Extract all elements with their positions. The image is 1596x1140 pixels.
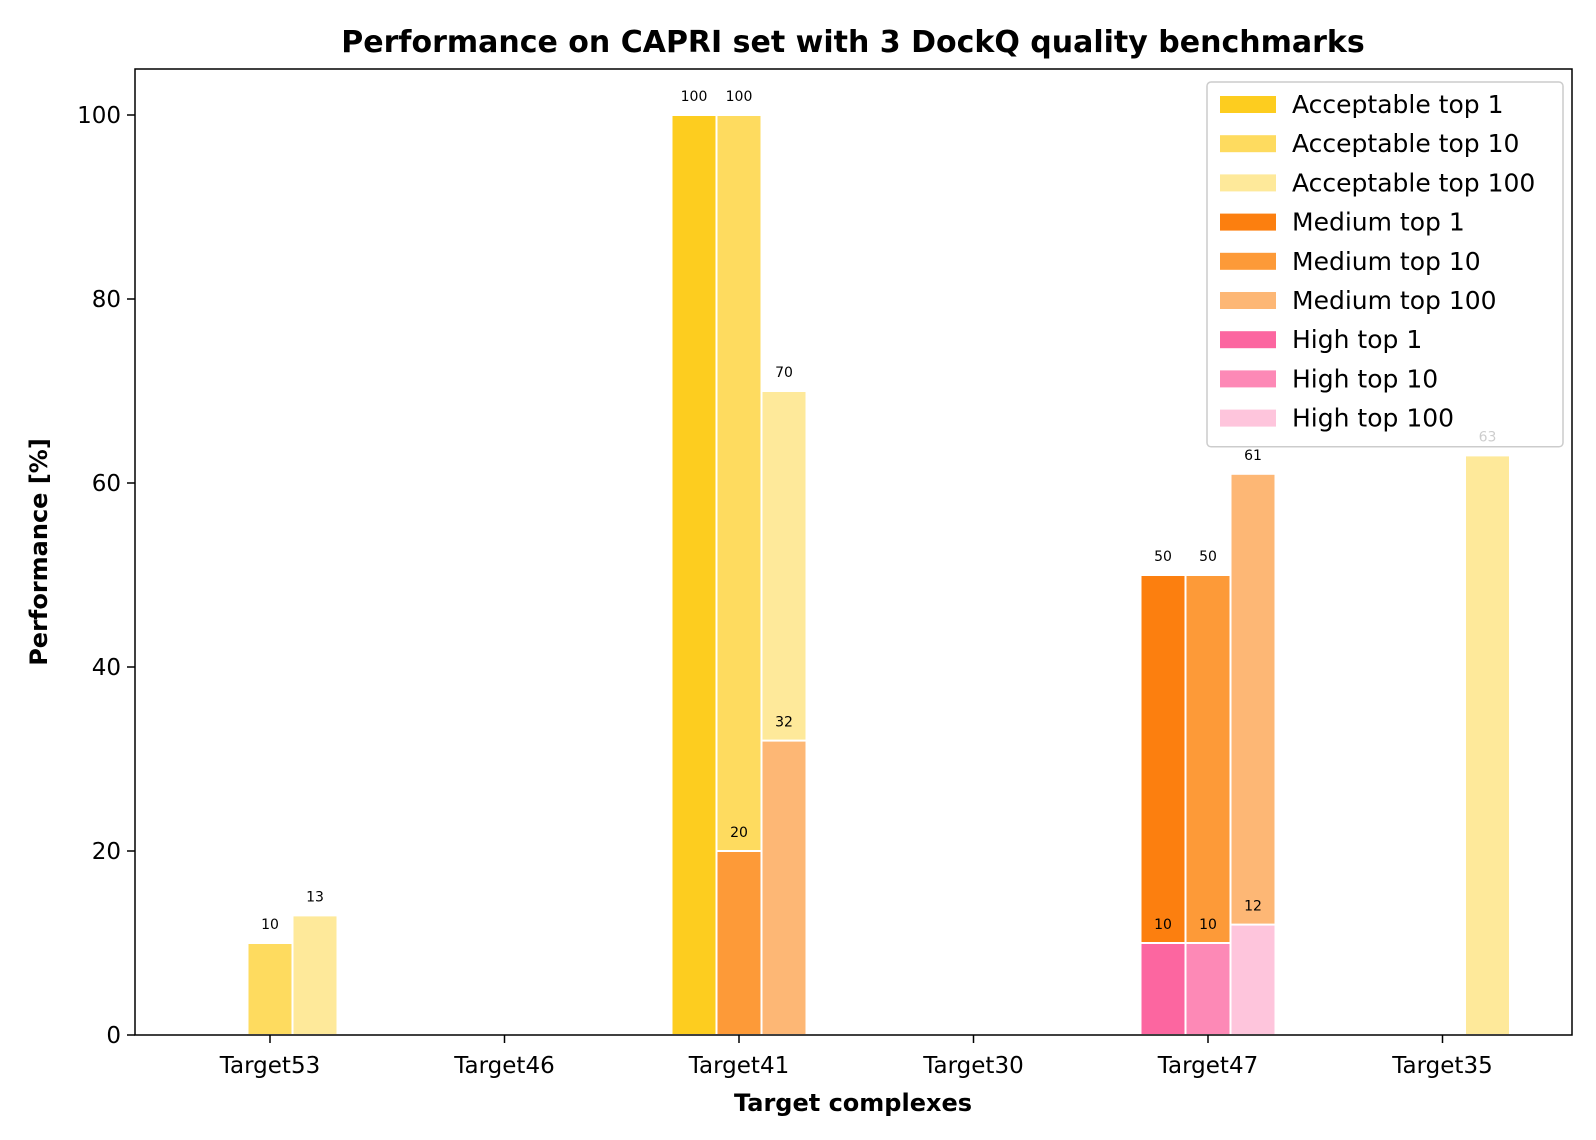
x-tick-label: Target35 [1391, 1053, 1492, 1079]
legend-swatch [1220, 370, 1276, 388]
bars-layer [246, 114, 1511, 1037]
data-label: 10 [1154, 917, 1172, 933]
y-tick-label: 40 [92, 655, 121, 681]
data-label: 70 [775, 365, 793, 381]
x-axis: Target53 Target46 Target41 Target30 Target47… [219, 1035, 1493, 1079]
legend-entry: Medium top 10 [1292, 247, 1481, 276]
y-tick-label: 80 [92, 287, 121, 313]
data-label: 10 [261, 917, 279, 933]
legend-swatch [1220, 292, 1276, 309]
legend-swatch [1220, 135, 1276, 153]
y-axis-label: Performance [%] [25, 438, 53, 666]
data-label: 32 [775, 715, 793, 731]
x-tick-label: Target30 [922, 1053, 1023, 1079]
legend-entry: High top 100 [1292, 404, 1454, 433]
data-label: 50 [1199, 549, 1217, 565]
y-tick-label: 20 [92, 839, 121, 865]
bar-medium-top-100-target41 [760, 739, 808, 1036]
y-tick-label: 60 [92, 471, 121, 497]
legend-entry: High top 1 [1292, 325, 1422, 354]
data-label: 13 [306, 889, 324, 905]
bar-medium-top-10-target41 [715, 850, 763, 1036]
legend-swatch [1220, 174, 1276, 192]
legend-entry: High top 10 [1292, 364, 1438, 393]
legend-frame [1206, 81, 1564, 448]
bar-acceptable-top-100-target35 [1464, 454, 1511, 1036]
x-tick-label: Target47 [1157, 1053, 1258, 1079]
bar-high-top-1-target47 [1139, 942, 1187, 1036]
legend-swatch [1220, 96, 1276, 113]
bar-acceptable-top-100-target53 [291, 914, 339, 1037]
x-axis-label: Target complexes [734, 1089, 972, 1117]
legend-swatch [1220, 331, 1276, 349]
legend-entry: Acceptable top 1 [1292, 90, 1504, 119]
data-label: 61 [1244, 448, 1262, 464]
data-label: 100 [681, 89, 708, 105]
data-label: 50 [1154, 549, 1172, 565]
data-label: 20 [730, 825, 748, 841]
bar-high-top-10-target47 [1184, 942, 1232, 1036]
chart-title: Performance on CAPRI set with 3 DockQ qu… [341, 25, 1364, 60]
plot-frame [134, 68, 1573, 1036]
bar-high-top-100-target47 [1229, 923, 1277, 1036]
legend-swatch [1220, 409, 1276, 427]
x-tick-label: Target53 [219, 1053, 320, 1079]
legend-swatch [1220, 213, 1276, 231]
legend-entry: Acceptable top 10 [1292, 129, 1519, 158]
data-label: 100 [726, 89, 753, 105]
data-label: 12 [1244, 899, 1262, 915]
legend-entry: Acceptable top 100 [1292, 168, 1535, 197]
x-tick-label: Target41 [688, 1053, 789, 1079]
y-tick-label: 0 [106, 1023, 121, 1049]
bar-acceptable-top-10-target53 [246, 942, 294, 1036]
y-tick-label: 100 [77, 103, 121, 129]
y-axis: 0 20 40 60 80 100 [77, 103, 135, 1049]
legend-swatch [1220, 252, 1276, 270]
legend-entry: Medium top 100 [1292, 286, 1497, 315]
x-tick-label: Target46 [453, 1053, 554, 1079]
bar-acceptable-top-1-target41 [670, 114, 718, 1036]
data-label: 10 [1199, 917, 1217, 933]
chart-legend: Acceptable top 1 Acceptable top 10 Accepta… [1206, 81, 1564, 448]
legend-entry: Medium top 1 [1292, 208, 1465, 237]
